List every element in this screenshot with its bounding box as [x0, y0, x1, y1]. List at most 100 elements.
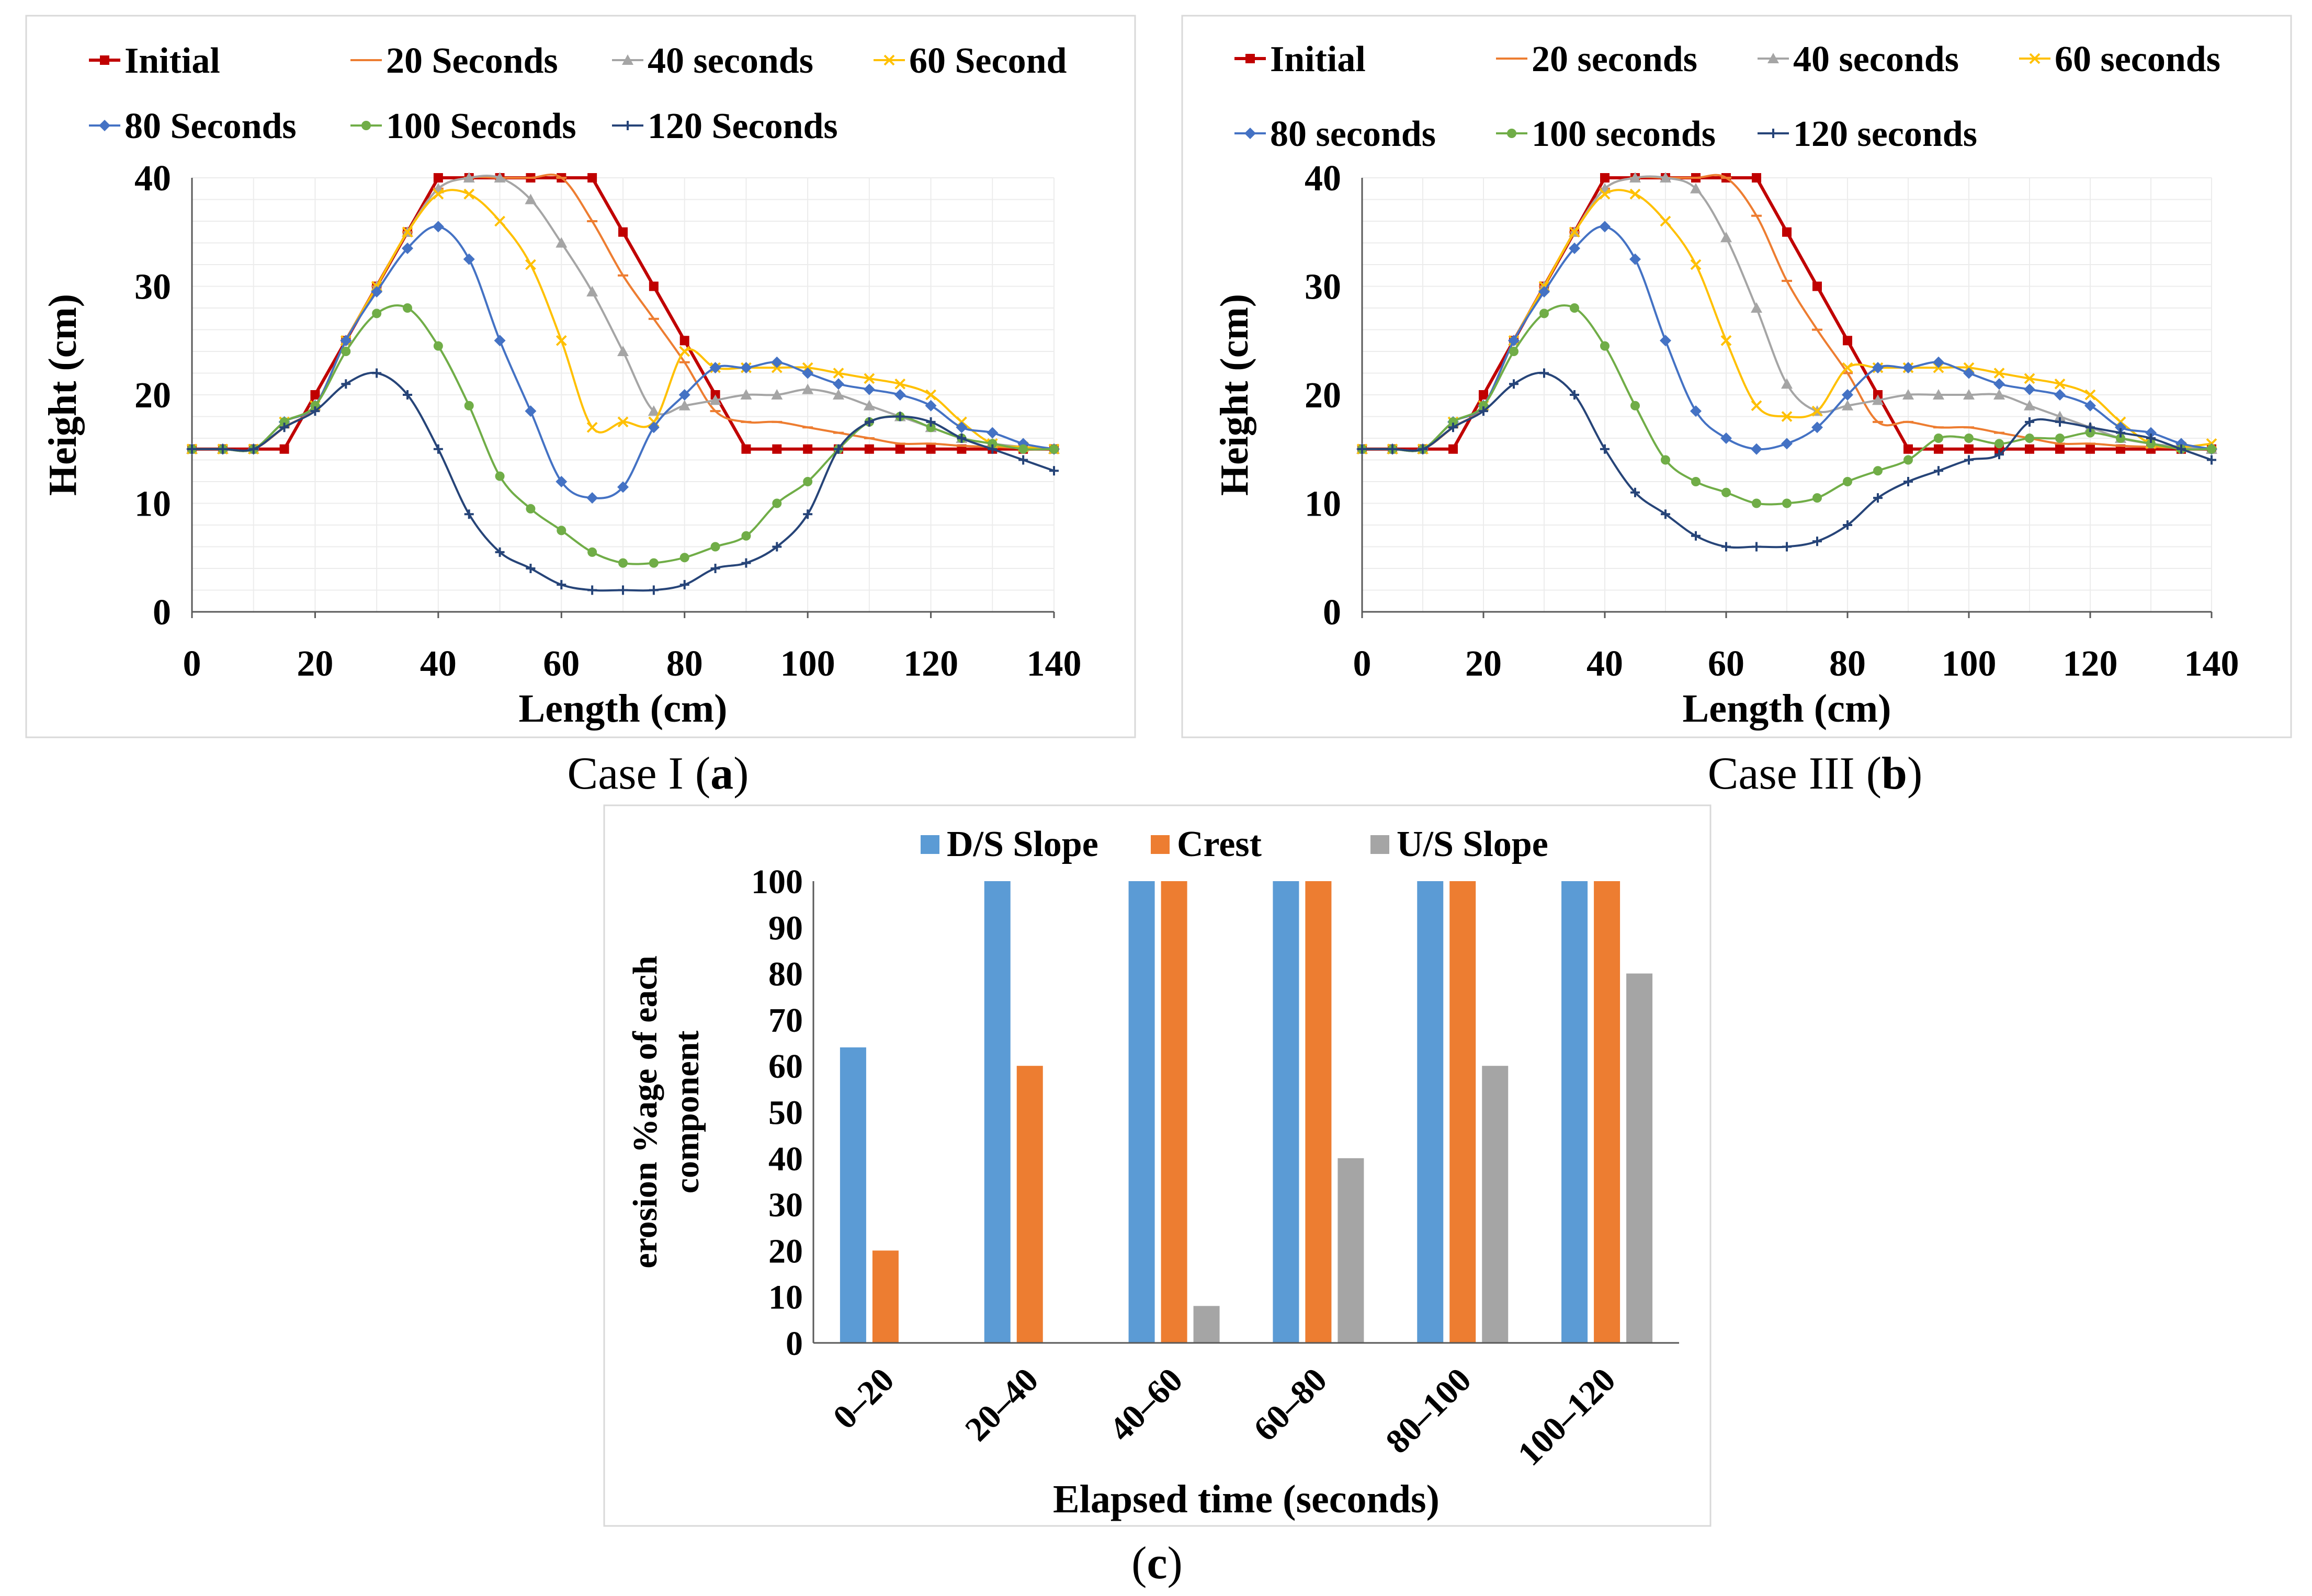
chart-c-y-tick-label: 50 [768, 1094, 803, 1132]
chart-b-point-120-seconds [1479, 406, 1488, 416]
chart-a-point-80-seconds [648, 421, 660, 434]
chart-a-point-80-seconds [402, 242, 413, 254]
chart-b-point-80-seconds [1690, 405, 1702, 417]
chart-c-legend-label: D/S Slope [947, 824, 1098, 864]
chart-a-point-40-seconds [802, 383, 814, 394]
chart-b-point-40-seconds [1842, 400, 1853, 411]
chart-b-point-60-seconds [1720, 335, 1732, 346]
chart-a-point-40-seconds [740, 389, 752, 400]
chart-a-point-100-seconds [464, 401, 474, 411]
chart-b-point-60-seconds [2054, 378, 2066, 390]
chart-a-point-120-seconds [679, 580, 689, 590]
chart-b-x-axis-title: Length (cm) [1683, 687, 1891, 731]
chart-b-point-100-seconds [2055, 434, 2065, 443]
chart-b-point-100-seconds [1873, 466, 1883, 476]
chart-a-point-initial [864, 444, 874, 454]
chart-a-point-40-seconds [617, 346, 629, 356]
chart-a-legend-40-seconds: 40 seconds [612, 41, 813, 81]
chart-b-legend-label: 60 seconds [2055, 39, 2220, 79]
chart-a-point-40-seconds [863, 400, 875, 411]
chart-b-point-100-seconds [1964, 434, 1974, 443]
chart-a-point-80-seconds [894, 389, 906, 401]
chart-a-point-120-seconds [557, 580, 566, 590]
chart-b-point-120-seconds [1812, 537, 1822, 546]
chart-b-point-120-seconds [1752, 542, 1761, 552]
chart-b-point-60-seconds [1811, 405, 1823, 417]
chart-c-legend-u-s-slope: U/S Slope [1370, 824, 1548, 864]
chart-a-point-80-seconds [463, 253, 475, 265]
chart-a-legend-100-seconds: 100 Seconds [350, 106, 576, 146]
chart-b-point-100-seconds [1903, 455, 1913, 465]
chart-b-x-tick-label: 100 [1942, 644, 1997, 684]
chart-b-point-60-seconds [1781, 411, 1793, 422]
chart-b-point-40-seconds [1751, 302, 1762, 313]
chart-b-point-80-seconds [1660, 335, 1671, 347]
chart-a-point-120-seconds [187, 444, 197, 454]
chart-b-point-80-seconds [1993, 378, 2005, 390]
chart-b-point-120-seconds [1388, 444, 1397, 454]
chart-a-point-100-seconds [403, 303, 412, 313]
chart-a-legend-label: 60 Second [909, 41, 1067, 81]
chart-b-point-40-seconds [1629, 172, 1641, 183]
chart-c-y-axis-title: component [668, 1031, 706, 1194]
chart-b-point-100-seconds [1570, 303, 1579, 313]
chart-a-x-tick-label: 0 [183, 644, 201, 684]
chart-b-x-tick-label: 120 [2063, 644, 2118, 684]
chart-a-point-120-seconds [248, 444, 258, 454]
chart-b-point-80-seconds [2115, 421, 2126, 434]
chart-a-point-100-seconds [772, 498, 782, 508]
chart-c-bar-crest [872, 1250, 899, 1343]
chart-a-point-120-seconds [1049, 466, 1059, 476]
chart-a-point-120-seconds [218, 444, 228, 454]
chart-b-y-axis-title: Height (cm) [1212, 294, 1256, 496]
chart-b-legend-60-seconds: 60 seconds [2019, 39, 2220, 79]
chart-a-y-axis-title: Height (cm) [41, 294, 85, 496]
chart-a-point-80-seconds [709, 362, 721, 374]
chart-b-legend-label: Initial [1270, 39, 1366, 79]
chart-a-point-120-seconds [649, 585, 659, 595]
chart-a-point-120-seconds [772, 542, 782, 552]
chart-b-point-initial [1843, 336, 1852, 346]
chart-a-point-80-seconds [678, 389, 690, 401]
chart-b-point-120-seconds [1661, 509, 1670, 519]
chart-b-point-initial [1479, 390, 1488, 400]
chart-a-x-tick-label: 100 [780, 644, 835, 684]
chart-a-point-100-seconds [926, 423, 936, 432]
chart-b-point-80-seconds [1781, 438, 1793, 450]
chart-a-point-60-second [617, 416, 629, 428]
chart-b-point-120-seconds [2116, 428, 2125, 438]
chart-a-point-120-seconds [587, 585, 597, 595]
chart-b-point-120-seconds [1843, 520, 1852, 530]
chart-c-y-tick-label: 10 [768, 1279, 803, 1317]
chart-a-point-40-seconds [556, 237, 568, 248]
chart-a-point-100-seconds [710, 542, 720, 552]
chart-b-point-80-seconds [1629, 253, 1641, 265]
chart-a-point-80-seconds [802, 367, 814, 379]
chart-a-legend-marker [622, 54, 633, 65]
chart-a-point-100-seconds [741, 531, 751, 541]
chart-b-point-40-seconds [1933, 389, 1944, 400]
chart-b-point-120-seconds [2025, 417, 2034, 427]
chart-b-point-40-seconds [1690, 183, 1702, 193]
chart-b-point-40-seconds [2024, 400, 2035, 411]
chart-b-point-100-seconds [1630, 401, 1640, 411]
chart-b-point-120-seconds [1570, 390, 1579, 400]
chart-a-point-120-seconds [1018, 455, 1028, 465]
chart-b-point-100-seconds [1843, 477, 1852, 486]
chart-b-point-60-seconds [1751, 400, 1762, 412]
chart-a-line-profiles-case-i: 0 20 40 60 80 100 120 140 0 10 20 30 40 Length (cm) He… [25, 15, 1136, 738]
chart-a-legend-marker [361, 121, 371, 130]
chart-a-point-60-second [925, 389, 936, 401]
chart-a-point-80-seconds [494, 335, 506, 347]
chart-b-point-80-seconds [2145, 427, 2157, 439]
chart-b-point-120-seconds [1418, 444, 1427, 454]
chart-a-point-80-seconds [956, 421, 968, 434]
chart-a-legend-label: 100 Seconds [386, 106, 576, 146]
chart-b-x-tick-label: 40 [1586, 644, 1623, 684]
chart-a-point-120-seconds [495, 547, 505, 557]
chart-b-legend-label: 80 seconds [1270, 114, 1436, 154]
chart-c-bar-d-s-slope [1128, 881, 1155, 1343]
chart-a-point-40-seconds [586, 286, 598, 297]
chart-c-legend-crest: Crest [1151, 824, 1262, 864]
